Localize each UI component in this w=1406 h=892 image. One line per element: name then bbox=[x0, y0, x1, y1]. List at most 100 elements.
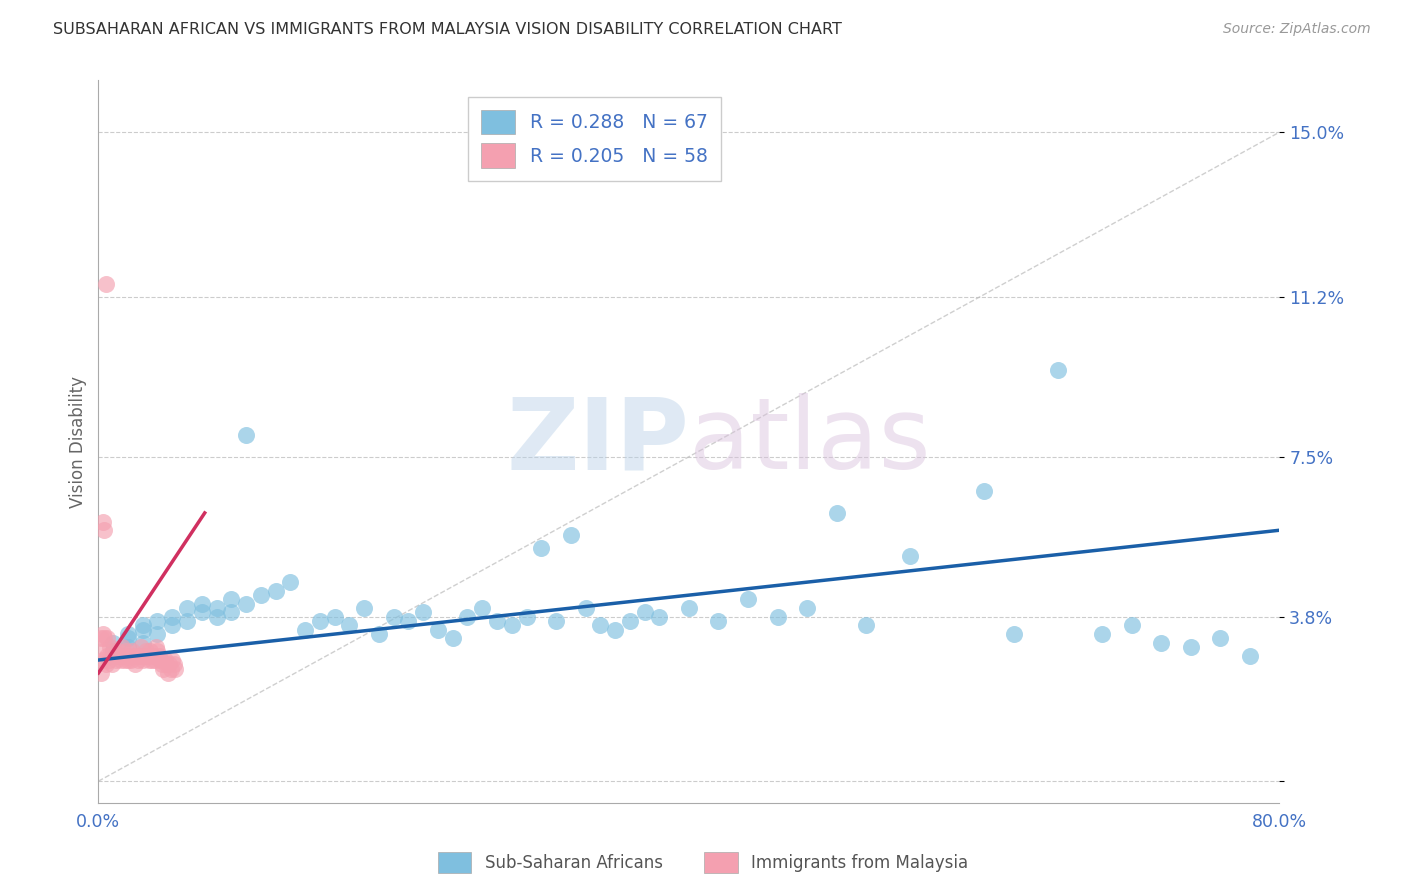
Point bbox=[153, 653, 176, 667]
Point bbox=[96, 648, 118, 663]
Point bbox=[114, 653, 136, 667]
Point bbox=[135, 644, 157, 658]
Point bbox=[122, 648, 145, 663]
Point bbox=[90, 665, 112, 680]
Point bbox=[546, 614, 568, 628]
Point bbox=[176, 614, 198, 628]
Point bbox=[103, 644, 125, 658]
Point bbox=[294, 623, 316, 637]
Point bbox=[323, 609, 346, 624]
Point bbox=[221, 606, 243, 620]
Point bbox=[1002, 627, 1025, 641]
Point bbox=[138, 653, 160, 667]
Point bbox=[900, 549, 922, 564]
Point bbox=[98, 640, 121, 654]
Point bbox=[128, 648, 150, 663]
Point bbox=[146, 614, 169, 628]
Point bbox=[145, 640, 167, 654]
Point bbox=[104, 648, 127, 663]
Point bbox=[111, 640, 134, 654]
Point bbox=[737, 592, 759, 607]
Point bbox=[146, 627, 169, 641]
Point bbox=[157, 657, 180, 672]
Point bbox=[162, 609, 183, 624]
Point bbox=[441, 632, 464, 646]
Point bbox=[115, 644, 138, 658]
Point bbox=[141, 653, 163, 667]
Point bbox=[127, 653, 149, 667]
Point bbox=[235, 597, 257, 611]
Point bbox=[235, 428, 257, 442]
Legend: Sub-Saharan Africans, Immigrants from Malaysia: Sub-Saharan Africans, Immigrants from Ma… bbox=[432, 846, 974, 880]
Point bbox=[264, 583, 287, 598]
Point bbox=[120, 653, 142, 667]
Point bbox=[205, 601, 228, 615]
Point bbox=[118, 648, 141, 663]
Point bbox=[93, 523, 115, 537]
Point bbox=[132, 623, 155, 637]
Point bbox=[132, 636, 155, 650]
Point bbox=[105, 653, 128, 667]
Point bbox=[103, 644, 125, 658]
Point bbox=[117, 632, 139, 646]
Point bbox=[91, 515, 114, 529]
Point bbox=[107, 644, 129, 658]
Text: atlas: atlas bbox=[689, 393, 931, 490]
Point bbox=[100, 657, 122, 672]
Point bbox=[530, 541, 553, 555]
Point bbox=[589, 618, 612, 632]
Point bbox=[796, 601, 818, 615]
Point bbox=[163, 657, 186, 672]
Point bbox=[139, 644, 162, 658]
Point bbox=[339, 618, 361, 632]
Point bbox=[427, 623, 450, 637]
Point bbox=[117, 640, 139, 654]
Point bbox=[142, 648, 165, 663]
Point bbox=[103, 636, 125, 650]
Point bbox=[678, 601, 700, 615]
Point bbox=[155, 657, 177, 672]
Point bbox=[191, 606, 214, 620]
Point bbox=[91, 653, 114, 667]
Point bbox=[707, 614, 730, 628]
Point bbox=[1209, 632, 1232, 646]
Point bbox=[1091, 627, 1114, 641]
Point bbox=[457, 609, 479, 624]
Point bbox=[516, 609, 538, 624]
Point bbox=[112, 648, 135, 663]
Point bbox=[575, 601, 598, 615]
Point bbox=[309, 614, 332, 628]
Point bbox=[132, 618, 155, 632]
Point bbox=[143, 653, 166, 667]
Point bbox=[149, 653, 172, 667]
Legend: R = 0.288   N = 67, R = 0.205   N = 58: R = 0.288 N = 67, R = 0.205 N = 58 bbox=[468, 97, 721, 181]
Point bbox=[93, 644, 115, 658]
Point bbox=[117, 653, 139, 667]
Point bbox=[176, 601, 198, 615]
Point bbox=[382, 609, 405, 624]
Point bbox=[250, 588, 273, 602]
Point bbox=[1150, 636, 1173, 650]
Point bbox=[471, 601, 494, 615]
Point bbox=[766, 609, 789, 624]
Point bbox=[150, 657, 173, 672]
Point bbox=[148, 648, 170, 663]
Point bbox=[129, 640, 152, 654]
Point bbox=[124, 657, 146, 672]
Point bbox=[412, 606, 434, 620]
Point bbox=[90, 632, 112, 646]
Text: SUBSAHARAN AFRICAN VS IMMIGRANTS FROM MALAYSIA VISION DISABILITY CORRELATION CHA: SUBSAHARAN AFRICAN VS IMMIGRANTS FROM MA… bbox=[53, 22, 842, 37]
Point bbox=[205, 609, 228, 624]
Point bbox=[619, 614, 641, 628]
Point bbox=[132, 653, 155, 667]
Point bbox=[368, 627, 391, 641]
Point bbox=[165, 662, 187, 676]
Point bbox=[121, 644, 143, 658]
Point bbox=[973, 484, 995, 499]
Text: ZIP: ZIP bbox=[506, 393, 689, 490]
Point bbox=[1180, 640, 1202, 654]
Point bbox=[486, 614, 509, 628]
Point bbox=[1121, 618, 1143, 632]
Point bbox=[117, 627, 139, 641]
Point bbox=[353, 601, 375, 615]
